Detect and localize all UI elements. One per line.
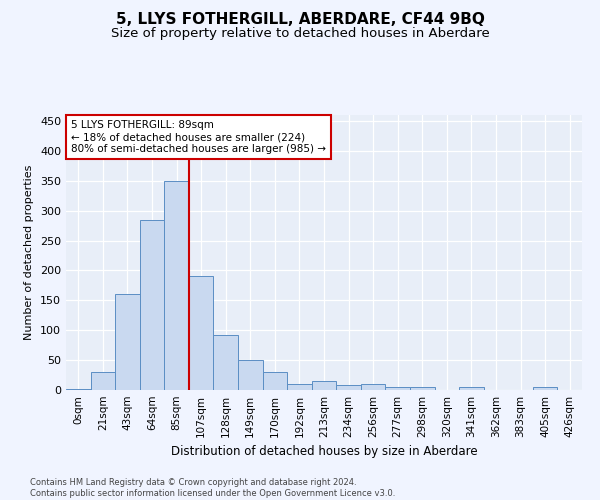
Bar [385, 387, 410, 390]
Bar [361, 384, 385, 390]
Bar [91, 372, 115, 390]
Text: 5 LLYS FOTHERGILL: 89sqm
← 18% of detached houses are smaller (224)
80% of semi-: 5 LLYS FOTHERGILL: 89sqm ← 18% of detach… [71, 120, 326, 154]
Bar [115, 294, 140, 390]
Bar [263, 372, 287, 390]
Bar [410, 387, 434, 390]
Y-axis label: Number of detached properties: Number of detached properties [25, 165, 34, 340]
Bar [164, 181, 189, 390]
Bar [189, 276, 214, 390]
X-axis label: Distribution of detached houses by size in Aberdare: Distribution of detached houses by size … [170, 446, 478, 458]
Bar [140, 220, 164, 390]
Text: 5, LLYS FOTHERGILL, ABERDARE, CF44 9BQ: 5, LLYS FOTHERGILL, ABERDARE, CF44 9BQ [116, 12, 484, 28]
Text: Contains HM Land Registry data © Crown copyright and database right 2024.
Contai: Contains HM Land Registry data © Crown c… [30, 478, 395, 498]
Bar [66, 389, 91, 390]
Bar [336, 385, 361, 390]
Bar [238, 360, 263, 390]
Bar [287, 384, 312, 390]
Bar [533, 387, 557, 390]
Bar [214, 335, 238, 390]
Bar [312, 381, 336, 390]
Text: Size of property relative to detached houses in Aberdare: Size of property relative to detached ho… [110, 28, 490, 40]
Bar [459, 387, 484, 390]
